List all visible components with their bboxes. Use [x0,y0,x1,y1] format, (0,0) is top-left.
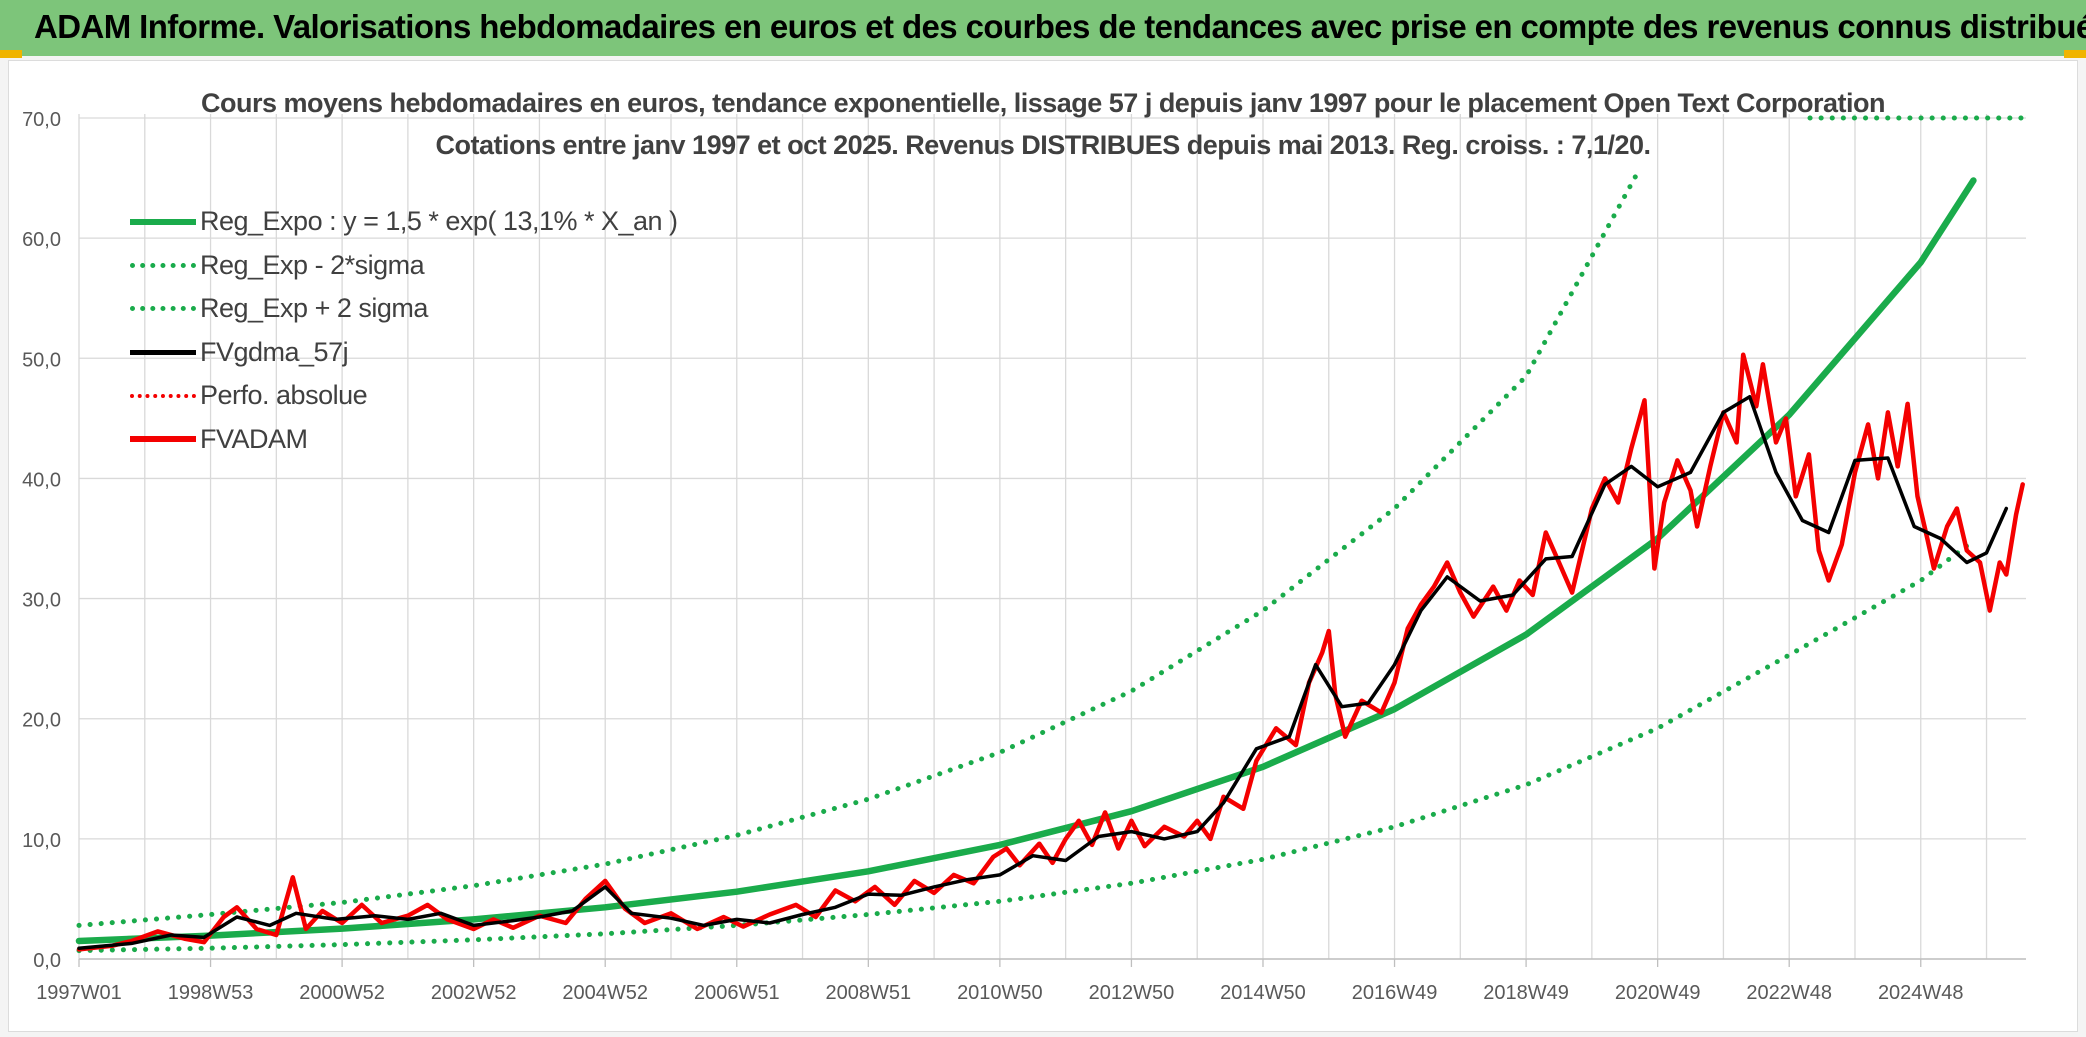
chart-series [75,115,2029,954]
x-axis-ticks: 1997W01 1998W53 2000W52 2002W52 2004W52 2006W… [36,959,1964,1004]
chart-panel [8,60,2078,1032]
x-tick-label: 2010W50 [957,982,1043,1004]
x-tick-label: 2004W52 [562,982,648,1004]
x-tick-label: 2018W49 [1483,982,1569,1004]
x-tick-label: 2006W51 [694,982,780,1004]
series-reg-expo [75,177,1977,945]
chart-legend: Reg_Expo : y = 1,5 * exp( 13,1% * X_an )… [130,200,678,461]
report-header: ADAM Informe. Valorisations hebdomadaire… [0,0,2086,58]
legend-item-fvadam: FVADAM [130,418,678,462]
x-tick-label: 1998W53 [168,982,254,1004]
x-tick-label: 2002W52 [431,982,517,1004]
legend-swatch-dotted-green [130,306,196,312]
x-tick-label: 2000W52 [299,982,385,1004]
header-left-corner [0,50,22,58]
y-tick-label: 40,0 [22,469,61,491]
y-tick-label: 0,0 [33,950,61,972]
chart-title: Cours moyens hebdomadaires en euros, ten… [200,88,1886,118]
chart-subtitle: Cotations entre janv 1997 et oct 2025. R… [435,130,1652,160]
legend-item-fvgdma: FVgdma_57j [130,331,678,375]
report-title: ADAM Informe. Valorisations hebdomadaire… [34,8,2086,45]
x-tick-label: 2008W51 [826,982,912,1004]
legend-item-perfo: Perfo. absolue [130,374,678,418]
x-tick-label: 2012W50 [1089,982,1175,1004]
series-reg-plus-2sigma [76,169,1641,928]
legend-label: FVADAM [200,423,308,454]
header-right-corner [2064,50,2086,58]
legend-swatch-solid-black [130,349,196,355]
legend-swatch-dotted-green [130,262,196,268]
x-tick-label: 2020W49 [1615,982,1701,1004]
y-tick-label: 60,0 [22,229,61,251]
legend-swatch-solid-red [130,436,196,443]
y-tick-label: 20,0 [22,710,61,732]
y-tick-label: 10,0 [22,830,61,852]
legend-label: Reg_Exp + 2 sigma [200,293,428,324]
y-axis-ticks: 0,0 10,0 20,0 30,0 40,0 50,0 60,0 70,0 [22,109,61,972]
legend-item-reg-plus: Reg_Exp + 2 sigma [130,287,678,331]
legend-swatch-dotted-red [130,393,196,398]
legend-swatch-solid-green [130,218,196,225]
x-tick-label: 2014W50 [1220,982,1306,1004]
series-reg-minus-2sigma [76,538,1976,954]
legend-label: Perfo. absolue [200,380,368,411]
legend-label: FVgdma_57j [200,336,349,367]
legend-item-reg-expo: Reg_Expo : y = 1,5 * exp( 13,1% * X_an ) [130,200,678,244]
y-tick-label: 30,0 [22,590,61,612]
x-tick-label: 2022W48 [1746,982,1832,1004]
x-tick-label: 1997W01 [36,982,122,1004]
legend-item-reg-minus: Reg_Exp - 2*sigma [130,244,678,288]
y-tick-label: 70,0 [22,109,61,131]
series-fvgdma-57j [77,394,2009,950]
y-tick-label: 50,0 [22,349,61,371]
chart-gridlines [78,114,2026,960]
legend-label: Reg_Exp - 2*sigma [200,249,425,280]
x-tick-label: 2024W48 [1878,982,1964,1004]
legend-label: Reg_Expo : y = 1,5 * exp( 13,1% * X_an ) [200,206,678,237]
x-tick-label: 2016W49 [1352,982,1438,1004]
